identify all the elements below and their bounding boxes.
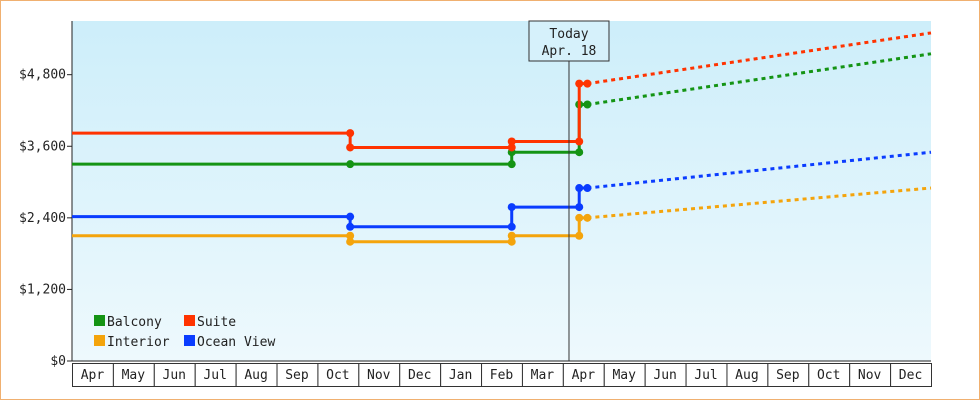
data-point-suite — [575, 137, 584, 146]
x-axis: Apr May Jun Jul Aug Sep Oct Nov Dec Jan Feb Mar Apr M… — [72, 360, 932, 387]
data-point-suite — [346, 129, 355, 138]
projection-line-balcony — [587, 52, 932, 106]
legend-label-interior: Interior — [107, 335, 170, 350]
y-axis: $0 $1,200 $2,400 $3,600 $4,800 — [19, 21, 73, 369]
legend-label-balcony: Balcony — [107, 315, 162, 330]
legend: Balcony Suite Interior Ocean View — [94, 315, 275, 350]
x-tick-box — [890, 363, 932, 387]
data-point-ocean-view — [583, 184, 592, 193]
x-tick-label: Aug — [735, 368, 758, 383]
plot-area — [72, 21, 931, 361]
series-layer — [72, 31, 932, 246]
data-point-balcony — [507, 160, 516, 169]
x-tick-label: Nov — [858, 368, 882, 383]
x-tick-label: Feb — [490, 368, 514, 383]
legend-label-suite: Suite — [197, 315, 236, 330]
data-point-interior — [575, 231, 584, 240]
data-point-interior — [583, 213, 592, 222]
x-tick-label: Mar — [531, 368, 555, 383]
data-point-ocean-view — [575, 203, 584, 212]
projection-line-ocean-view — [587, 150, 932, 190]
x-tick-label: Apr — [81, 368, 105, 383]
y-tick-label: $2,400 — [19, 211, 66, 226]
x-tick-label: May — [122, 368, 146, 383]
x-tick-label: Jun — [653, 368, 676, 383]
data-point-ocean-view — [507, 203, 516, 212]
data-point-ocean-view — [507, 222, 516, 231]
legend-swatch-interior — [94, 335, 105, 346]
data-point-ocean-view — [346, 212, 355, 221]
projection-line-interior — [587, 186, 932, 220]
today-marker: Today Apr. 18 — [528, 20, 610, 361]
data-point-suite — [507, 143, 516, 152]
legend-label-ocean-view: Ocean View — [197, 335, 275, 350]
x-tick-label: Jul — [203, 368, 226, 383]
data-point-balcony — [575, 148, 584, 157]
x-tick-label: Nov — [367, 368, 391, 383]
data-point-suite — [575, 79, 584, 88]
data-point-interior — [575, 213, 584, 222]
x-tick-label: Dec — [408, 368, 431, 383]
today-box — [528, 20, 610, 62]
data-point-balcony — [583, 100, 592, 109]
y-tick-label: $0 — [50, 354, 66, 369]
x-tick-label: Apr — [572, 368, 596, 383]
today-date: Apr. 18 — [542, 44, 597, 59]
x-tick-label: Sep — [285, 368, 309, 383]
data-point-ocean-view — [346, 222, 355, 231]
x-tick-label: Aug — [244, 368, 267, 383]
data-point-suite — [583, 79, 592, 88]
legend-swatch-ocean-view — [184, 335, 195, 346]
x-tick-label: Oct — [817, 368, 840, 383]
x-tick-label: Oct — [326, 368, 349, 383]
y-tick-label: $1,200 — [19, 282, 66, 297]
x-tick-label: Jul — [694, 368, 717, 383]
y-tick-label: $4,800 — [19, 68, 66, 83]
today-label: Today — [549, 27, 588, 42]
data-point-suite — [507, 137, 516, 146]
data-point-balcony — [346, 160, 355, 169]
x-tick-label: Sep — [776, 368, 800, 383]
data-point-interior — [346, 231, 355, 240]
x-tick-label: May — [612, 368, 636, 383]
data-point-ocean-view — [575, 184, 584, 193]
legend-swatch-balcony — [94, 315, 105, 326]
projection-line-suite — [587, 31, 932, 86]
legend-swatch-suite — [184, 315, 195, 326]
x-tick-label: Dec — [899, 368, 922, 383]
x-tick-label: Jun — [163, 368, 186, 383]
data-point-suite — [346, 143, 355, 152]
y-tick-label: $3,600 — [19, 139, 66, 154]
data-point-interior — [507, 237, 516, 246]
data-point-interior — [507, 231, 516, 240]
data-point-interior — [346, 237, 355, 246]
x-tick-label: Jan — [449, 368, 472, 383]
